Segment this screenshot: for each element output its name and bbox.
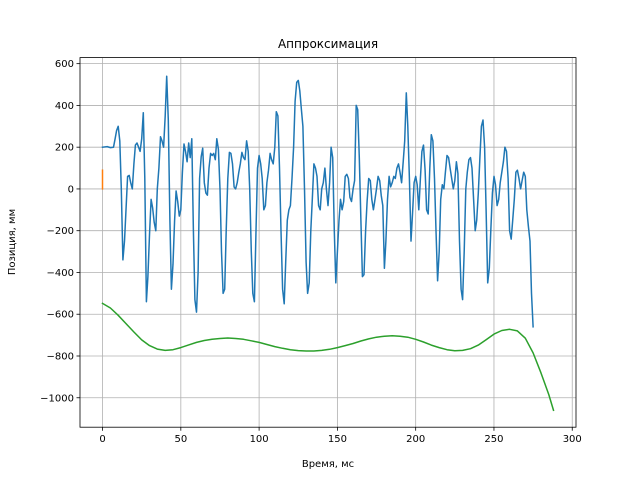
x-tick-label: 200: [406, 434, 425, 445]
y-tick-label: 600: [55, 59, 74, 70]
tick-layer: 0 50 100 150 200 250 300 −1000 −800 −600 −400 −200 0…: [40, 59, 582, 445]
x-tick-label: 100: [250, 434, 269, 445]
y-tick-label: −400: [47, 268, 74, 279]
x-tick-label: 150: [328, 434, 347, 445]
y-axis-title: Позиция, мм: [7, 209, 18, 275]
series-line-1: [101, 75, 534, 328]
x-tick-label: 50: [174, 434, 187, 445]
x-tick-label: 0: [99, 434, 105, 445]
series-layer: [101, 75, 555, 412]
x-tick-label: 300: [563, 434, 582, 445]
y-tick-label: 200: [55, 143, 74, 154]
y-tick-label: −800: [47, 351, 74, 362]
x-tick-label: 250: [484, 434, 503, 445]
plot-area-frame: [79, 57, 577, 428]
series-line-3: [101, 302, 555, 412]
x-axis-title: Время, мс: [302, 459, 354, 470]
y-tick-label: −200: [47, 226, 74, 237]
grid-layer: [80, 57, 576, 428]
y-tick-label: 0: [68, 184, 74, 195]
y-tick-label: −1000: [40, 393, 74, 404]
y-tick-label: −600: [47, 310, 74, 321]
chart-title: Аппроксимация: [278, 37, 378, 51]
y-tick-label: 400: [55, 101, 74, 112]
